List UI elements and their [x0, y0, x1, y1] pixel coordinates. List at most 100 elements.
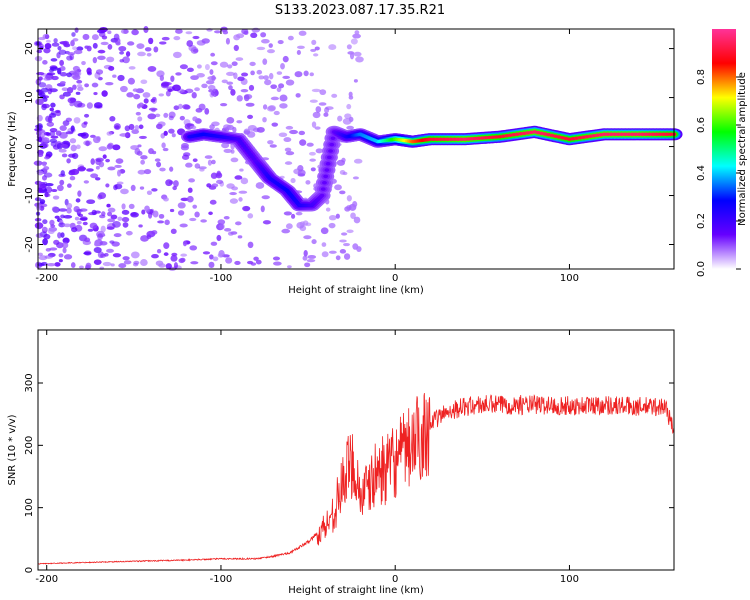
noise-speckle — [102, 261, 112, 267]
noise-speckle — [127, 77, 135, 85]
noise-speckle — [179, 64, 188, 70]
snr-y-axis-label: SNR (10 * v/v) — [7, 414, 18, 485]
noise-speckle — [121, 209, 130, 215]
noise-speckle — [40, 142, 49, 149]
noise-speckle — [164, 219, 170, 226]
noise-speckle — [289, 129, 298, 135]
noise-speckle — [151, 254, 159, 259]
noise-speckle — [138, 135, 147, 139]
noise-speckle — [66, 202, 73, 209]
snr-panel: -200 -100 0 100 0 100 200 300 Height of straig… — [7, 329, 675, 596]
noise-speckle — [185, 88, 194, 94]
noise-speckle — [264, 79, 272, 86]
ridge-mark — [626, 132, 632, 137]
noise-speckle — [278, 132, 288, 138]
noise-speckle — [119, 133, 129, 137]
noise-speckle — [106, 143, 113, 150]
ridge-mark — [629, 132, 635, 137]
noise-speckle — [304, 262, 311, 268]
ridge-mark — [427, 137, 433, 141]
noise-speckle — [208, 211, 213, 216]
noise-speckle — [231, 186, 239, 191]
noise-speckle — [48, 113, 57, 118]
noise-speckle — [70, 125, 75, 132]
noise-speckle — [45, 193, 51, 198]
noise-speckle — [291, 213, 296, 219]
noise-speckle — [107, 211, 113, 217]
noise-speckle — [276, 71, 283, 75]
noise-speckle — [102, 154, 107, 159]
snr-plot-area — [38, 330, 674, 570]
noise-speckle — [66, 55, 73, 61]
noise-speckle — [189, 217, 197, 222]
noise-speckle — [355, 56, 364, 63]
noise-speckle — [173, 105, 180, 111]
noise-speckle — [97, 233, 103, 241]
noise-speckle — [339, 239, 347, 243]
noise-speckle — [59, 59, 64, 67]
noise-speckle — [196, 64, 202, 69]
noise-speckle — [163, 112, 169, 118]
noise-speckle — [66, 158, 71, 164]
ridge-mark — [325, 161, 331, 166]
noise-speckle — [192, 35, 200, 40]
noise-speckle — [335, 213, 340, 219]
noise-speckle — [169, 166, 174, 172]
noise-speckle — [112, 144, 121, 151]
noise-speckle — [53, 38, 58, 43]
noise-speckle — [87, 228, 94, 232]
noise-speckle — [101, 90, 108, 97]
noise-speckle — [62, 40, 70, 47]
ridge-mark — [608, 132, 614, 137]
noise-speckle — [58, 253, 64, 258]
noise-speckle — [107, 43, 113, 50]
noise-speckle — [324, 107, 330, 114]
noise-speckle — [234, 260, 241, 266]
y-tick-label: 100 — [24, 498, 35, 517]
noise-speckle — [221, 142, 230, 149]
noise-speckle — [179, 115, 185, 121]
noise-speckle — [270, 96, 280, 101]
noise-speckle — [273, 110, 280, 116]
noise-speckle — [262, 58, 268, 65]
noise-speckle — [247, 241, 254, 249]
noise-speckle — [95, 69, 104, 75]
noise-speckle — [283, 137, 292, 143]
noise-speckle — [295, 211, 303, 216]
noise-speckle — [168, 128, 175, 134]
noise-speckle — [45, 39, 51, 43]
noise-speckle — [163, 242, 170, 249]
ridge-mark — [431, 137, 437, 141]
noise-speckle — [86, 67, 92, 75]
noise-speckle — [142, 92, 151, 98]
noise-speckle — [86, 45, 92, 52]
ridge-mark — [668, 132, 673, 137]
noise-speckle — [298, 130, 306, 136]
ridge-mark — [329, 142, 335, 147]
noise-speckle — [320, 227, 329, 235]
noise-speckle — [99, 241, 108, 246]
noise-speckle — [107, 30, 112, 35]
noise-speckle — [42, 227, 48, 231]
noise-speckle — [63, 214, 73, 219]
noise-speckle — [59, 125, 67, 131]
noise-speckle — [84, 83, 89, 88]
noise-speckle — [68, 153, 76, 158]
noise-speckle — [223, 124, 231, 130]
noise-speckle — [263, 75, 269, 81]
noise-speckle — [72, 84, 77, 90]
noise-speckle — [140, 159, 145, 165]
noise-speckle — [143, 98, 149, 104]
noise-speckle — [105, 158, 110, 163]
noise-speckle — [312, 111, 321, 119]
noise-speckle — [75, 198, 81, 203]
noise-speckle — [177, 202, 186, 209]
noise-speckle — [225, 37, 230, 45]
colorbar-label: Normalized spectral amplitude — [737, 72, 748, 226]
noise-speckle — [74, 216, 80, 221]
noise-speckle — [226, 116, 235, 124]
noise-speckle — [319, 89, 327, 96]
noise-speckle — [93, 246, 102, 254]
noise-speckle — [182, 104, 190, 110]
